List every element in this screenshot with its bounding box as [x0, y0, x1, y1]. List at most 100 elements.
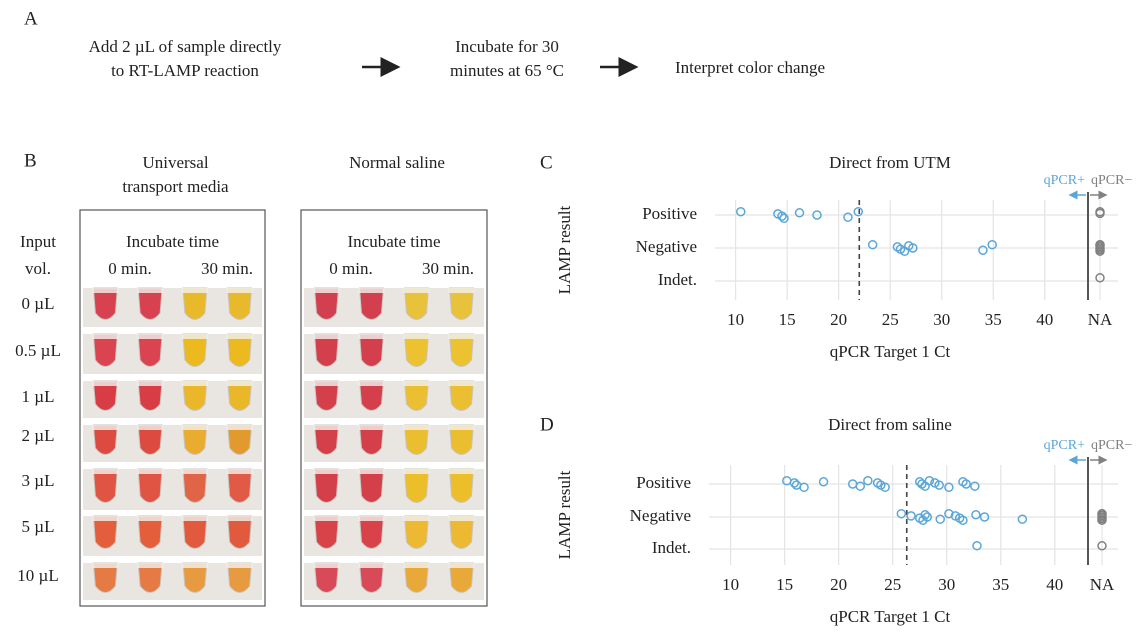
- tube: [227, 562, 253, 593]
- tube: [448, 380, 475, 411]
- volume-label: 5 µL: [22, 517, 55, 536]
- point: [944, 482, 954, 493]
- tube: [182, 468, 208, 503]
- tube-cap: [448, 381, 475, 386]
- tube-cap: [313, 425, 340, 430]
- y-axis-label: LAMP result: [555, 470, 574, 559]
- x-tick-label: NA: [1090, 575, 1115, 594]
- point: [736, 206, 746, 217]
- tube-cap: [226, 381, 253, 386]
- x-tick-label: 25: [882, 310, 899, 329]
- annotation: qPCR+: [1044, 438, 1085, 453]
- na-point: [1095, 240, 1105, 250]
- tube-cap: [137, 469, 164, 474]
- x-tick-label: 20: [830, 310, 847, 329]
- tube: [403, 515, 430, 549]
- volume-label: 0 µL: [22, 294, 55, 313]
- tube-cap: [448, 425, 475, 430]
- tube-cap: [403, 563, 430, 568]
- tube-cap: [403, 516, 430, 521]
- x-tick-label: 40: [1046, 575, 1063, 594]
- annotation: qPCR+: [1044, 173, 1085, 188]
- tube: [182, 287, 208, 320]
- point: [987, 239, 997, 250]
- panel-label: A: [24, 8, 38, 29]
- tube: [313, 562, 340, 593]
- point: [978, 245, 988, 255]
- y-tick-label: Indet.: [652, 538, 691, 557]
- tube-cap: [137, 516, 164, 521]
- point: [920, 510, 930, 520]
- tube-cap: [448, 288, 475, 293]
- x-tick-label: 35: [992, 575, 1009, 594]
- point: [843, 212, 853, 222]
- tube: [227, 515, 253, 549]
- photo-panel: 0 µL 0.5 µL 1 µL 2 µL 3 µL 5 µL 10 µL Universal…: [15, 153, 488, 607]
- tube-cap: [137, 334, 164, 339]
- tube: [227, 424, 253, 455]
- point: [799, 482, 809, 493]
- step-text: to RT-LAMP reaction: [111, 61, 259, 80]
- tube-cap: [358, 425, 385, 430]
- x-tick-label: 35: [985, 310, 1002, 329]
- chart-title: Direct from UTM: [829, 153, 951, 172]
- time-label: 0 min.: [108, 259, 151, 278]
- step-text: Interpret color change: [675, 58, 825, 77]
- tube-cap: [403, 288, 430, 293]
- group-title: Universal: [142, 153, 208, 172]
- tube-cap: [448, 563, 475, 568]
- tube-cap: [92, 563, 119, 568]
- tube-cap: [313, 288, 340, 293]
- point: [961, 479, 971, 489]
- point: [924, 475, 935, 486]
- panel-label: B: [24, 150, 37, 171]
- y-tick-label: Negative: [636, 237, 697, 256]
- tube: [448, 468, 475, 503]
- x-tick-label: 20: [830, 575, 847, 594]
- tube: [182, 515, 208, 549]
- point: [853, 206, 863, 217]
- x-tick-label: 30: [933, 310, 950, 329]
- x-tick-label: NA: [1088, 310, 1113, 329]
- tube: [137, 287, 163, 320]
- na-point: [1095, 273, 1105, 283]
- tube: [182, 562, 208, 593]
- tube: [313, 333, 340, 367]
- tube: [137, 380, 163, 411]
- tube-cap: [137, 288, 164, 293]
- tube: [403, 562, 430, 593]
- x-tick-label: 10: [727, 310, 744, 329]
- x-tick-label: 15: [779, 310, 796, 329]
- tube-cap: [313, 516, 340, 521]
- point: [1017, 514, 1028, 524]
- tube-cap: [92, 381, 119, 386]
- time-label: 30 min.: [201, 259, 253, 278]
- tube-cap: [137, 425, 164, 430]
- x-tick-label: 40: [1036, 310, 1053, 329]
- point: [972, 540, 982, 551]
- tube-cap: [358, 381, 385, 386]
- tube: [137, 468, 163, 503]
- panel-label: D: [540, 414, 554, 435]
- tube: [137, 562, 163, 593]
- tube: [92, 287, 118, 320]
- y-axis-label: LAMP result: [555, 205, 574, 294]
- tube-cap: [313, 563, 340, 568]
- tube: [403, 333, 430, 367]
- tube-cap: [226, 516, 253, 521]
- tube-cap: [137, 381, 164, 386]
- tube-cap: [137, 563, 164, 568]
- time-label: 30 min.: [422, 259, 474, 278]
- annotation: qPCR−: [1091, 438, 1132, 453]
- tube-cap: [92, 425, 119, 430]
- point: [971, 510, 981, 520]
- tube: [358, 380, 385, 411]
- tube: [182, 333, 208, 367]
- panel-label: C: [540, 152, 553, 173]
- point: [863, 475, 873, 486]
- point: [896, 508, 907, 519]
- tube: [358, 424, 385, 455]
- tube: [358, 333, 385, 367]
- point: [818, 477, 829, 487]
